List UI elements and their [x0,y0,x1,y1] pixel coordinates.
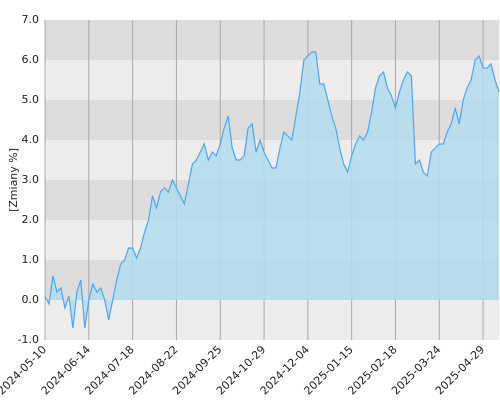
y-tick-label: 4.0 [22,133,40,146]
area-fill [45,52,499,328]
y-tick-label: 7.0 [22,13,40,26]
band [45,100,499,140]
y-tick-label: 0.0 [22,293,40,306]
band [45,20,499,60]
y-axis-label: [Zmiany %] [7,148,20,212]
y-tick-label: 3.0 [22,173,40,186]
area-line [44,51,500,329]
y-tick-label: 2.0 [22,213,40,226]
y-tick-label: 6.0 [22,53,40,66]
y-tick-label: 1.0 [22,253,40,266]
y-tick-label: -1.0 [18,333,39,346]
y-tick-label: 5.0 [22,93,40,106]
